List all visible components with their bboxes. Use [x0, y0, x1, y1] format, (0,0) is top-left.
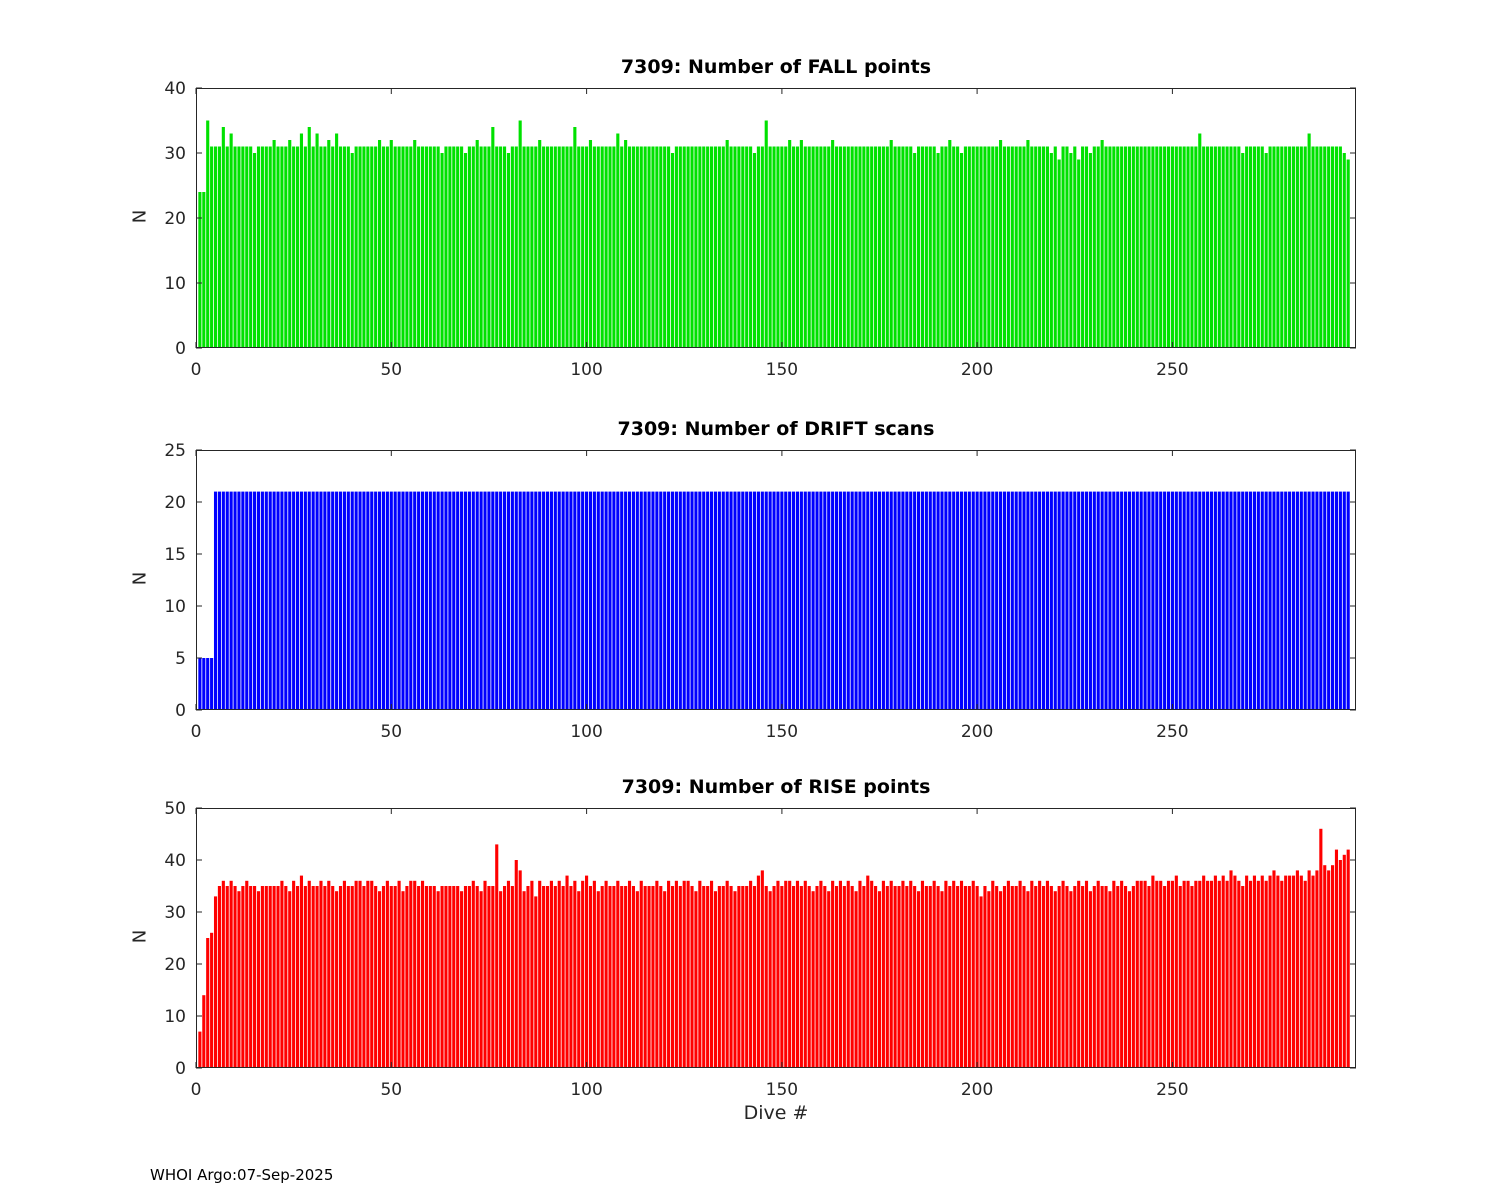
- rise-chart-title: 7309: Number of RISE points: [621, 776, 931, 798]
- rise-y-axis-label: N: [129, 929, 151, 944]
- svg-text:15: 15: [164, 545, 186, 565]
- svg-text:150: 150: [766, 1080, 798, 1100]
- drift-plot-area: 0 50 100 150 200 250 0 5 10 15 20 25: [164, 441, 1356, 742]
- svg-text:0: 0: [175, 701, 186, 721]
- svg-text:30: 30: [164, 144, 186, 164]
- svg-text:0: 0: [191, 1080, 202, 1100]
- svg-text:40: 40: [164, 851, 186, 871]
- svg-text:40: 40: [164, 79, 186, 99]
- svg-text:50: 50: [380, 722, 402, 742]
- svg-text:10: 10: [164, 274, 186, 294]
- svg-text:250: 250: [1156, 360, 1188, 380]
- svg-text:0: 0: [191, 360, 202, 380]
- svg-text:200: 200: [961, 360, 993, 380]
- x-axis-label: Dive #: [743, 1102, 809, 1124]
- svg-text:200: 200: [961, 722, 993, 742]
- svg-text:50: 50: [164, 799, 186, 819]
- svg-text:0: 0: [191, 722, 202, 742]
- rise-plot-area: 0 50 100 150 200 250 0 10 20 30 40 50: [164, 799, 1356, 1100]
- fall-plot-area: 0 50 100 150 200 250 0 10 20 30 40: [164, 79, 1356, 380]
- svg-text:20: 20: [164, 493, 186, 513]
- svg-text:100: 100: [570, 1080, 602, 1100]
- svg-text:10: 10: [164, 597, 186, 617]
- svg-text:50: 50: [380, 1080, 402, 1100]
- svg-text:5: 5: [175, 649, 186, 669]
- svg-text:250: 250: [1156, 1080, 1188, 1100]
- svg-text:0: 0: [175, 1059, 186, 1079]
- svg-text:25: 25: [164, 441, 186, 461]
- svg-text:20: 20: [164, 209, 186, 229]
- svg-text:0: 0: [175, 339, 186, 359]
- fall-chart-title: 7309: Number of FALL points: [620, 56, 932, 78]
- svg-text:20: 20: [164, 955, 186, 975]
- drift-chart-title: 7309: Number of DRIFT scans: [617, 418, 935, 440]
- fall-y-axis-label: N: [129, 209, 151, 224]
- svg-text:100: 100: [570, 722, 602, 742]
- svg-text:150: 150: [766, 360, 798, 380]
- svg-text:150: 150: [766, 722, 798, 742]
- svg-text:10: 10: [164, 1007, 186, 1027]
- svg-text:30: 30: [164, 903, 186, 923]
- footer-text: WHOI Argo:07-Sep-2025: [150, 1166, 334, 1184]
- svg-text:50: 50: [380, 360, 402, 380]
- svg-text:250: 250: [1156, 722, 1188, 742]
- drift-y-axis-label: N: [129, 571, 151, 586]
- svg-text:100: 100: [570, 360, 602, 380]
- svg-text:200: 200: [961, 1080, 993, 1100]
